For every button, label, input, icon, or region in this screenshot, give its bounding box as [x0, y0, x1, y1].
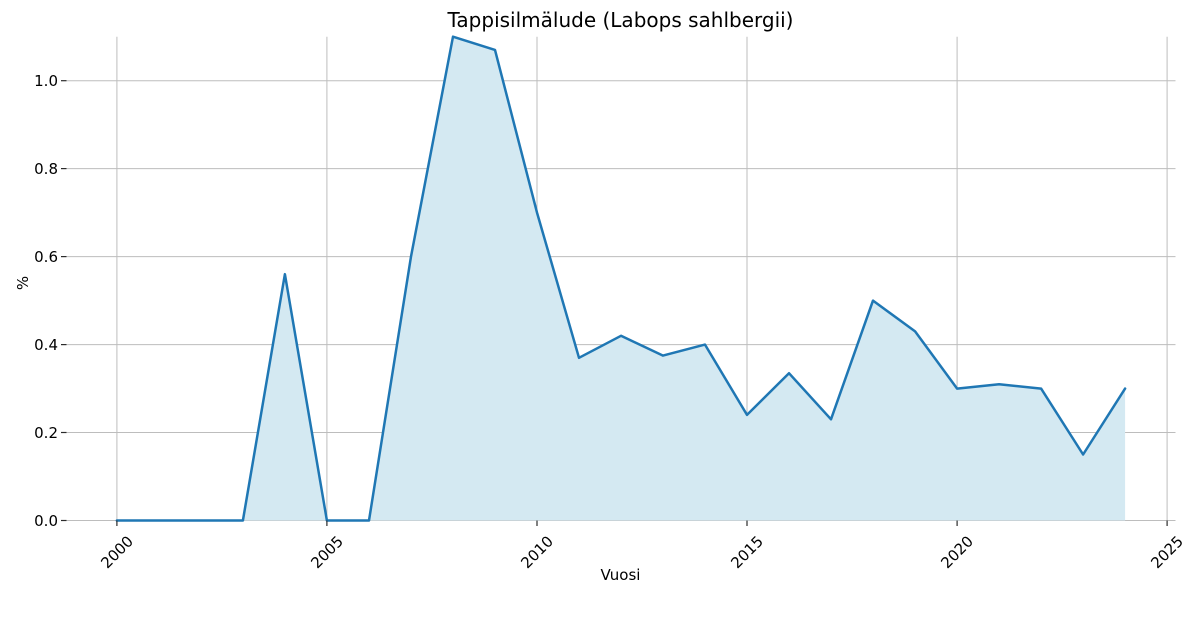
- chart-figure: Tappisilmälude (Labops sahlbergii) % Vuo…: [14, 8, 1188, 584]
- y-tick-label: 0.0: [34, 511, 58, 530]
- y-tick-label: 0.2: [34, 423, 58, 442]
- area-fill: [116, 36, 1126, 521]
- chart-title: Tappisilmälude (Labops sahlbergii): [447, 8, 794, 32]
- y-tick-label: 0.6: [34, 247, 58, 266]
- y-tick-label: 0.4: [34, 335, 58, 354]
- x-axis-label: Vuosi: [600, 566, 641, 584]
- y-tick-label: 1.0: [34, 71, 58, 90]
- plot-area: [61, 35, 1176, 526]
- y-tick-label: 0.8: [34, 159, 58, 178]
- data-line: [115, 35, 1127, 522]
